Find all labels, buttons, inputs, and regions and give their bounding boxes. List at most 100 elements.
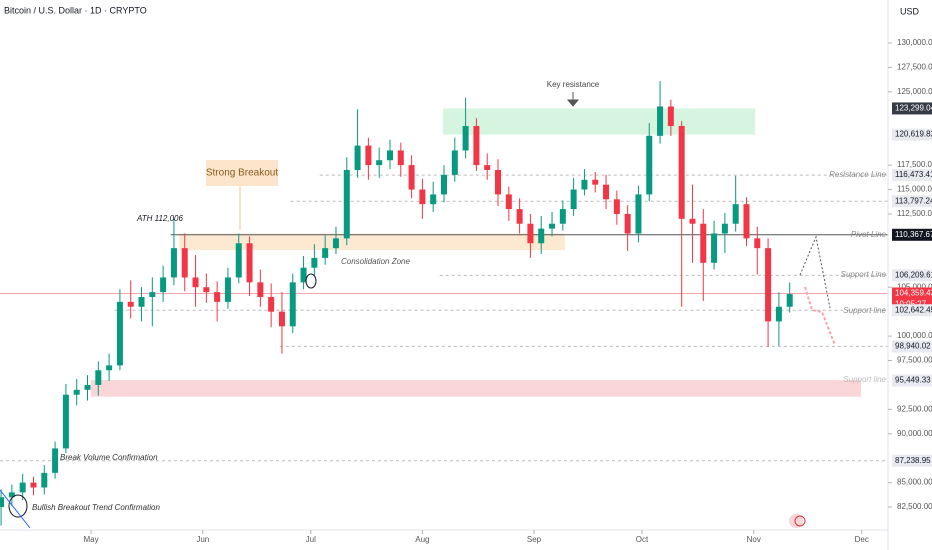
candle-body bbox=[138, 296, 145, 307]
candle-body bbox=[41, 472, 48, 488]
projection bbox=[799, 235, 831, 309]
candle-body bbox=[386, 150, 393, 161]
arrow bbox=[566, 92, 580, 107]
annotation: Support line bbox=[843, 375, 886, 384]
candle-body bbox=[419, 189, 426, 205]
annotation: Strong Breakout bbox=[206, 168, 278, 179]
price-label-box bbox=[892, 374, 932, 387]
candle-body bbox=[170, 248, 177, 278]
candle-body bbox=[527, 223, 534, 244]
candle-body bbox=[451, 150, 458, 175]
candle-body bbox=[224, 277, 231, 302]
candle-body bbox=[181, 248, 188, 278]
candle-body bbox=[289, 282, 296, 327]
price-label: 106,209.61 bbox=[895, 271, 932, 280]
candle-body bbox=[754, 238, 761, 249]
candle-body bbox=[192, 277, 199, 288]
candle-body bbox=[549, 223, 556, 229]
price-label: 116,473.41 bbox=[895, 170, 932, 179]
y-tick-label: 92,500.00 bbox=[897, 404, 932, 413]
candle-body bbox=[743, 204, 750, 239]
y-tick-label: 90,000.00 bbox=[897, 429, 932, 438]
candle-body bbox=[149, 292, 156, 297]
candle-body bbox=[516, 209, 523, 224]
candle-body bbox=[484, 165, 491, 170]
x-tick-label: Nov bbox=[747, 535, 761, 544]
y-tick-label: 125,000.00 bbox=[897, 87, 932, 96]
price-label: 113,797.24 bbox=[895, 196, 932, 205]
candle-body bbox=[84, 384, 91, 390]
candle-body bbox=[235, 243, 242, 278]
candle-body bbox=[505, 194, 512, 210]
candles bbox=[0, 81, 793, 526]
candle-body bbox=[592, 179, 599, 185]
candle-body bbox=[8, 492, 15, 498]
candle-body bbox=[73, 389, 80, 395]
candle-body bbox=[160, 277, 167, 293]
candle-body bbox=[30, 482, 37, 488]
x-tick-label: May bbox=[84, 535, 99, 544]
price-label: 95,449.33 bbox=[895, 376, 931, 385]
x-tick-label: Sep bbox=[527, 535, 542, 544]
candle-body bbox=[657, 106, 664, 136]
x-tick-label: Aug bbox=[415, 535, 429, 544]
y-tick-label: 105,000.00 bbox=[897, 282, 932, 291]
candle-body bbox=[646, 135, 653, 195]
candle-body bbox=[441, 174, 447, 195]
candle-body bbox=[376, 160, 383, 166]
candle-body bbox=[127, 301, 134, 307]
y-tick-label: 127,500.00 bbox=[897, 63, 932, 72]
candle-body bbox=[765, 248, 772, 322]
annotation: Bullish Breakout Trend Confirmation bbox=[32, 503, 160, 512]
annotation: Pivot Line bbox=[851, 230, 887, 239]
candle-body bbox=[624, 213, 631, 234]
y-tick-label: 112,500.00 bbox=[897, 209, 932, 218]
candle-body bbox=[106, 365, 113, 371]
trend-line bbox=[0, 489, 31, 529]
candle-body bbox=[322, 248, 329, 258]
price-label: 110,367.67 bbox=[895, 230, 932, 239]
header: Bitcoin / U.S. Dollar · 1D · CRYPTO bbox=[4, 5, 147, 15]
candle-body bbox=[570, 189, 577, 210]
price-label-box bbox=[892, 128, 932, 141]
y-tick-label: 117,500.00 bbox=[897, 160, 932, 169]
candle-body bbox=[332, 238, 339, 249]
candle-body bbox=[689, 218, 696, 224]
y-tick-label: 82,500.00 bbox=[897, 502, 932, 511]
marker-circle bbox=[8, 494, 28, 518]
candle-body bbox=[786, 294, 793, 307]
candle-body bbox=[678, 126, 685, 219]
price-label-box bbox=[892, 454, 932, 467]
candle-body bbox=[268, 296, 275, 312]
candle-body bbox=[635, 194, 642, 234]
logo bbox=[789, 514, 806, 528]
candle-body bbox=[711, 233, 718, 263]
candle-body bbox=[116, 301, 123, 366]
candle-body bbox=[613, 199, 620, 214]
candle-body bbox=[95, 370, 102, 385]
y-tick-label: 97,500.00 bbox=[897, 356, 932, 365]
annotation: Consolidation Zone bbox=[341, 257, 410, 266]
annotation: Break Volume Confirmation bbox=[60, 453, 158, 462]
marker-circle bbox=[305, 273, 317, 289]
candle-body bbox=[246, 243, 253, 283]
y-tick-label: 85,000.00 bbox=[897, 478, 932, 487]
candle-body bbox=[278, 311, 285, 327]
candle-body bbox=[52, 448, 59, 473]
candle-body bbox=[203, 287, 210, 293]
x-tick-label: Dec bbox=[855, 535, 869, 544]
candle-body bbox=[538, 228, 545, 244]
annotation: Key resistance bbox=[547, 80, 600, 89]
candle-body bbox=[354, 145, 361, 170]
candle-body bbox=[397, 150, 404, 166]
candle-body bbox=[700, 223, 707, 263]
candle-body bbox=[775, 306, 782, 322]
y-tick-label: 100,000.00 bbox=[897, 331, 932, 340]
y-tick-label: 115,000.00 bbox=[897, 185, 932, 194]
annotation: Resistance Line bbox=[829, 170, 886, 179]
callout bbox=[206, 160, 278, 186]
candle-body bbox=[0, 497, 5, 508]
candle-body bbox=[214, 292, 221, 302]
zone bbox=[442, 108, 756, 135]
candle-body bbox=[257, 282, 264, 297]
